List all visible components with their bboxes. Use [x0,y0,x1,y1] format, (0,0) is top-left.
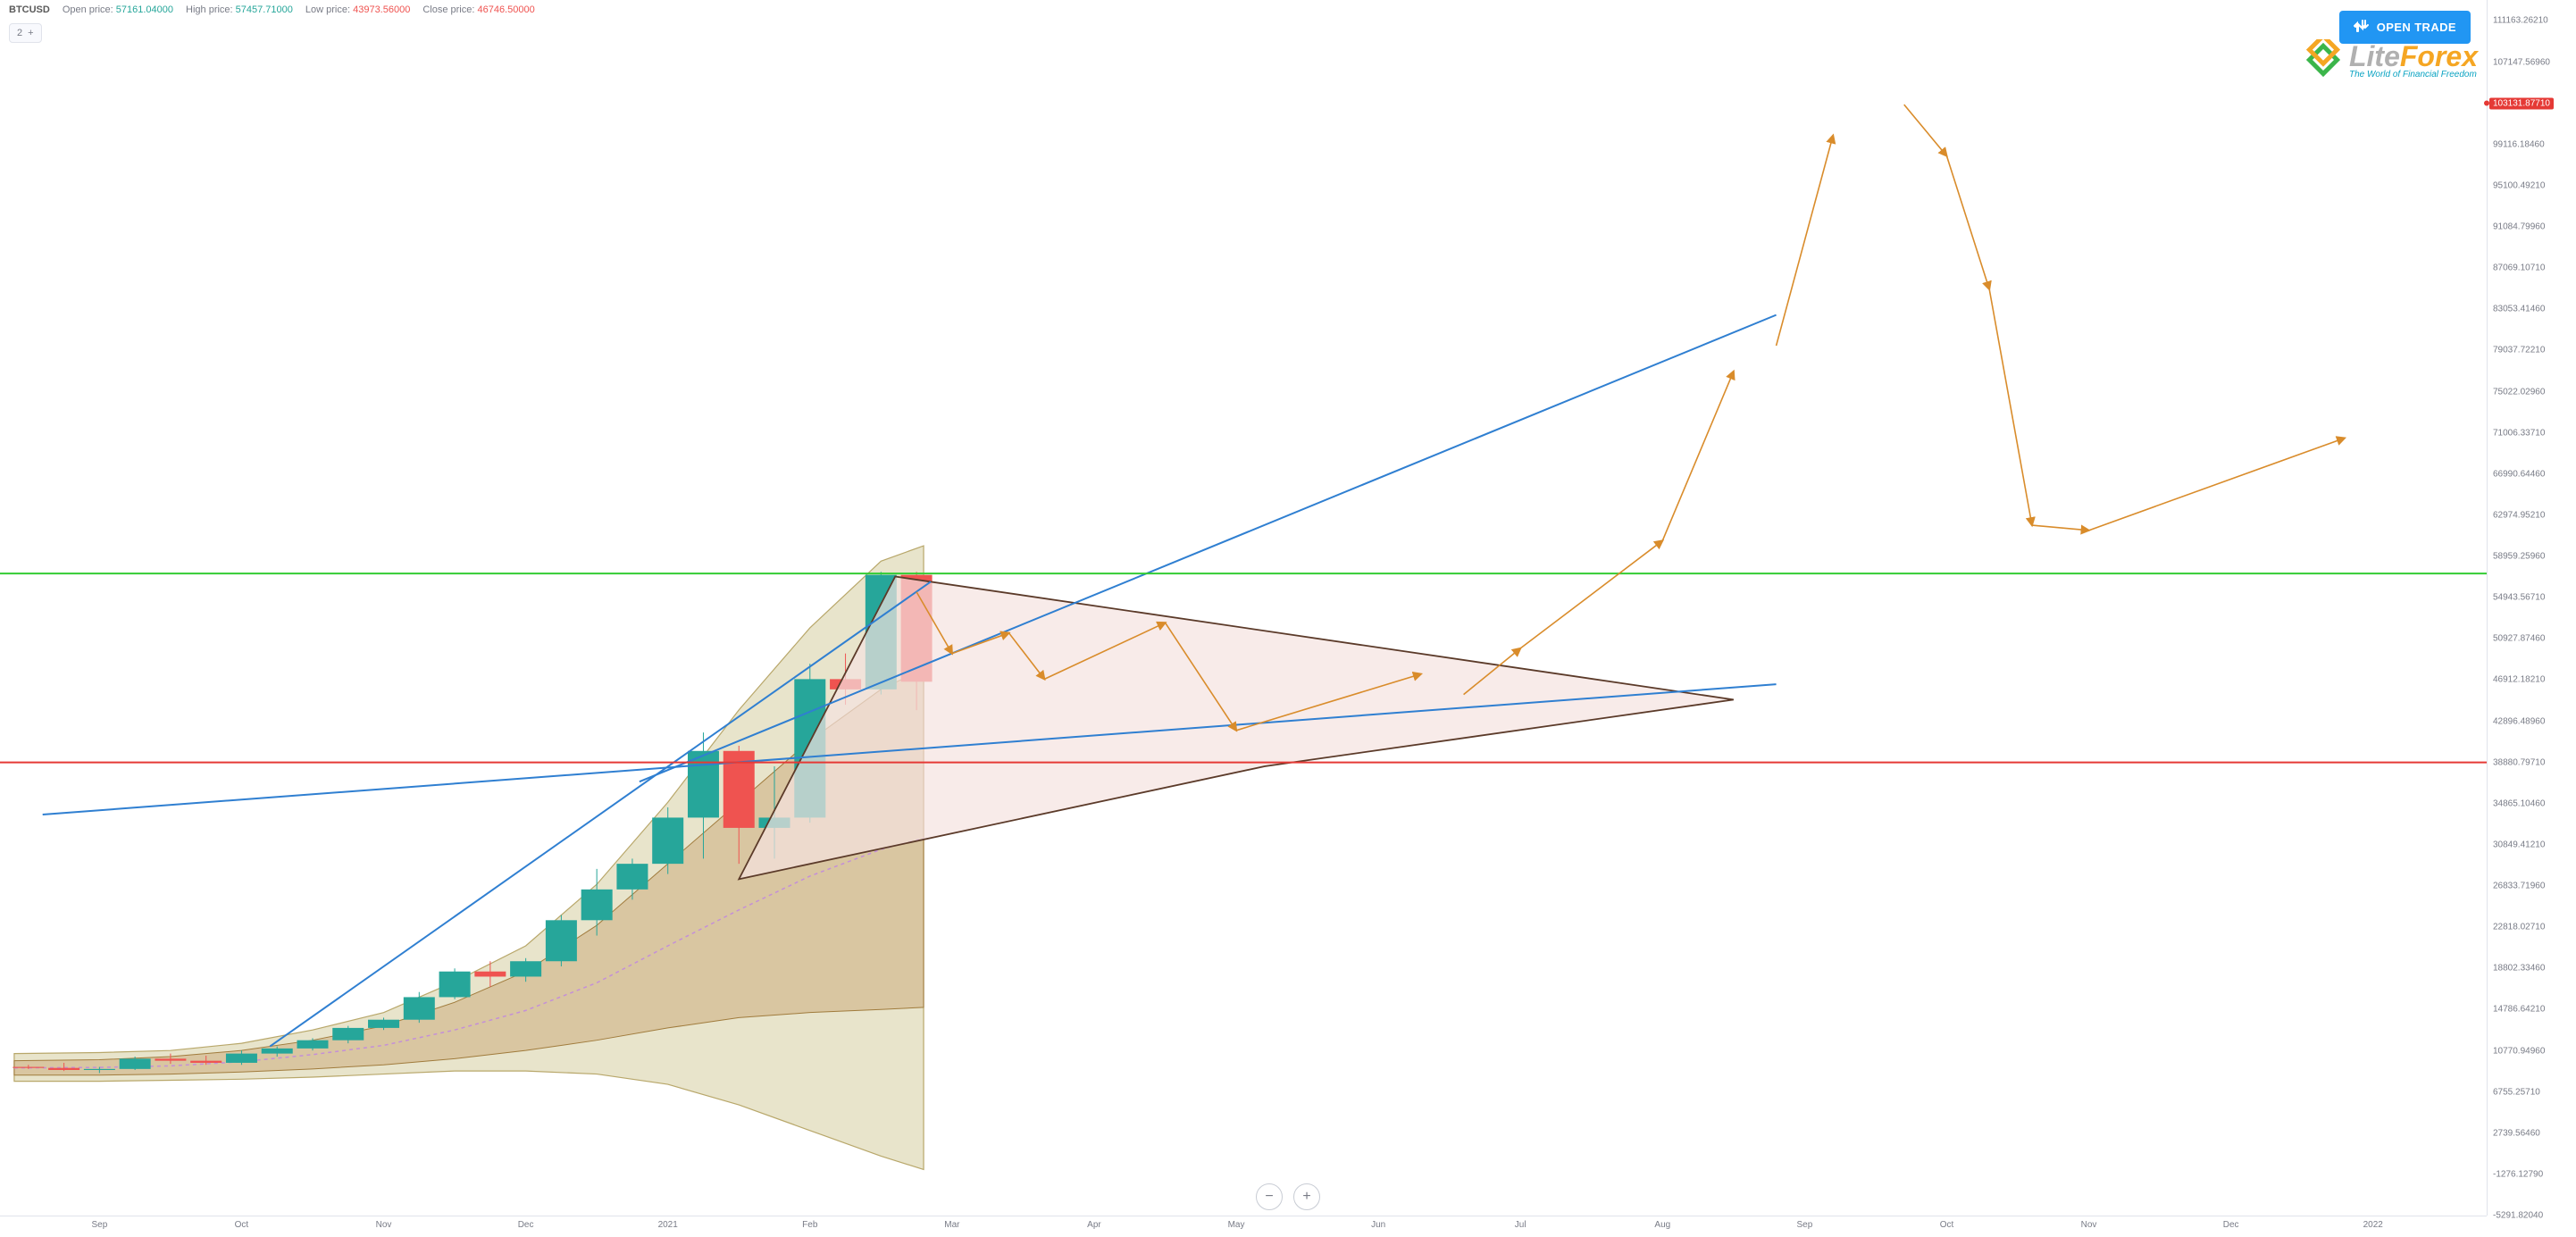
time-tick: Feb [802,1220,817,1230]
price-tick: 46912.18210 [2493,675,2545,685]
price-tick: 66990.64460 [2493,469,2545,479]
open-trade-label: OPEN TRADE [2377,21,2456,34]
time-tick: Nov [376,1220,392,1230]
ohlc-open: Open price: 57161.04000 [63,4,173,15]
trade-arrows-icon [2354,20,2370,35]
time-tick: Oct [1940,1220,1954,1230]
zoom-out-button[interactable]: − [1256,1183,1283,1210]
symbol-name[interactable]: BTCUSD [9,4,50,15]
time-axis[interactable]: Sep Oct Nov Dec 2021 Feb Mar Apr May Jun Jul Aug Sep… [0,1216,2487,1237]
time-tick: 2022 [2363,1220,2383,1230]
time-tick: 2021 [658,1220,678,1230]
price-tick: 50927.87460 [2493,634,2545,644]
price-tick: 38880.79710 [2493,757,2545,767]
price-tick: 42896.48960 [2493,716,2545,726]
time-tick: Dec [518,1220,534,1230]
layers-control[interactable]: 2 + [9,23,42,43]
price-tick: -5291.82040 [2493,1211,2543,1221]
price-tick: 54943.56710 [2493,593,2545,603]
price-tick: 30849.41210 [2493,840,2545,849]
symbol-header: BTCUSD Open price: 57161.04000 High pric… [0,0,2576,20]
price-tick: 34865.10460 [2493,798,2545,808]
price-tick: 10770.94960 [2493,1046,2545,1056]
open-trade-button[interactable]: OPEN TRADE [2339,11,2471,44]
price-tick: 71006.33710 [2493,428,2545,438]
time-tick: Nov [2081,1220,2097,1230]
price-tick: 75022.02960 [2493,387,2545,397]
price-tick: 95100.49210 [2493,180,2545,190]
time-tick: May [1228,1220,1245,1230]
price-tick: 103131.87710 [2489,97,2554,109]
price-tick: 83053.41460 [2493,305,2545,314]
price-tick: 14786.64210 [2493,1005,2545,1015]
plot-area[interactable] [0,0,2487,1216]
time-tick: Jun [1371,1220,1385,1230]
price-tick: 2739.56460 [2493,1128,2540,1138]
price-tick: 22818.02710 [2493,923,2545,932]
time-tick: Sep [91,1220,107,1230]
layers-count: 2 [17,28,22,38]
ohlc-low: Low price: 43973.56000 [305,4,410,15]
time-tick: Apr [1087,1220,1101,1230]
price-tick: 107147.56960 [2493,57,2550,67]
price-tick: 79037.72210 [2493,346,2545,355]
zoom-controls: − + [1256,1183,1320,1210]
price-axis[interactable]: 111163.26210107147.56960103131.877109911… [2487,0,2576,1216]
time-tick: Oct [235,1220,249,1230]
price-tick: 26833.71960 [2493,882,2545,891]
ohlc-close: Close price: 46746.50000 [422,4,534,15]
price-tick: 58959.25960 [2493,552,2545,562]
price-tick: -1276.12790 [2493,1169,2543,1179]
zoom-in-button[interactable]: + [1293,1183,1320,1210]
time-tick: Dec [2223,1220,2239,1230]
time-tick: Sep [1796,1220,1812,1230]
price-tick: 62974.95210 [2493,510,2545,520]
time-tick: Mar [944,1220,959,1230]
price-tick: 99116.18460 [2493,139,2545,149]
time-tick: Jul [1515,1220,1526,1230]
price-tick: 87069.10710 [2493,263,2545,273]
price-tick: 6755.25710 [2493,1087,2540,1097]
layers-add-icon[interactable]: + [28,28,33,38]
time-tick: Aug [1654,1220,1670,1230]
price-tick: 91084.79960 [2493,222,2545,232]
chart-container: BTCUSD Open price: 57161.04000 High pric… [0,0,2576,1237]
price-tick: 18802.33460 [2493,964,2545,974]
ohlc-high: High price: 57457.71000 [186,4,293,15]
